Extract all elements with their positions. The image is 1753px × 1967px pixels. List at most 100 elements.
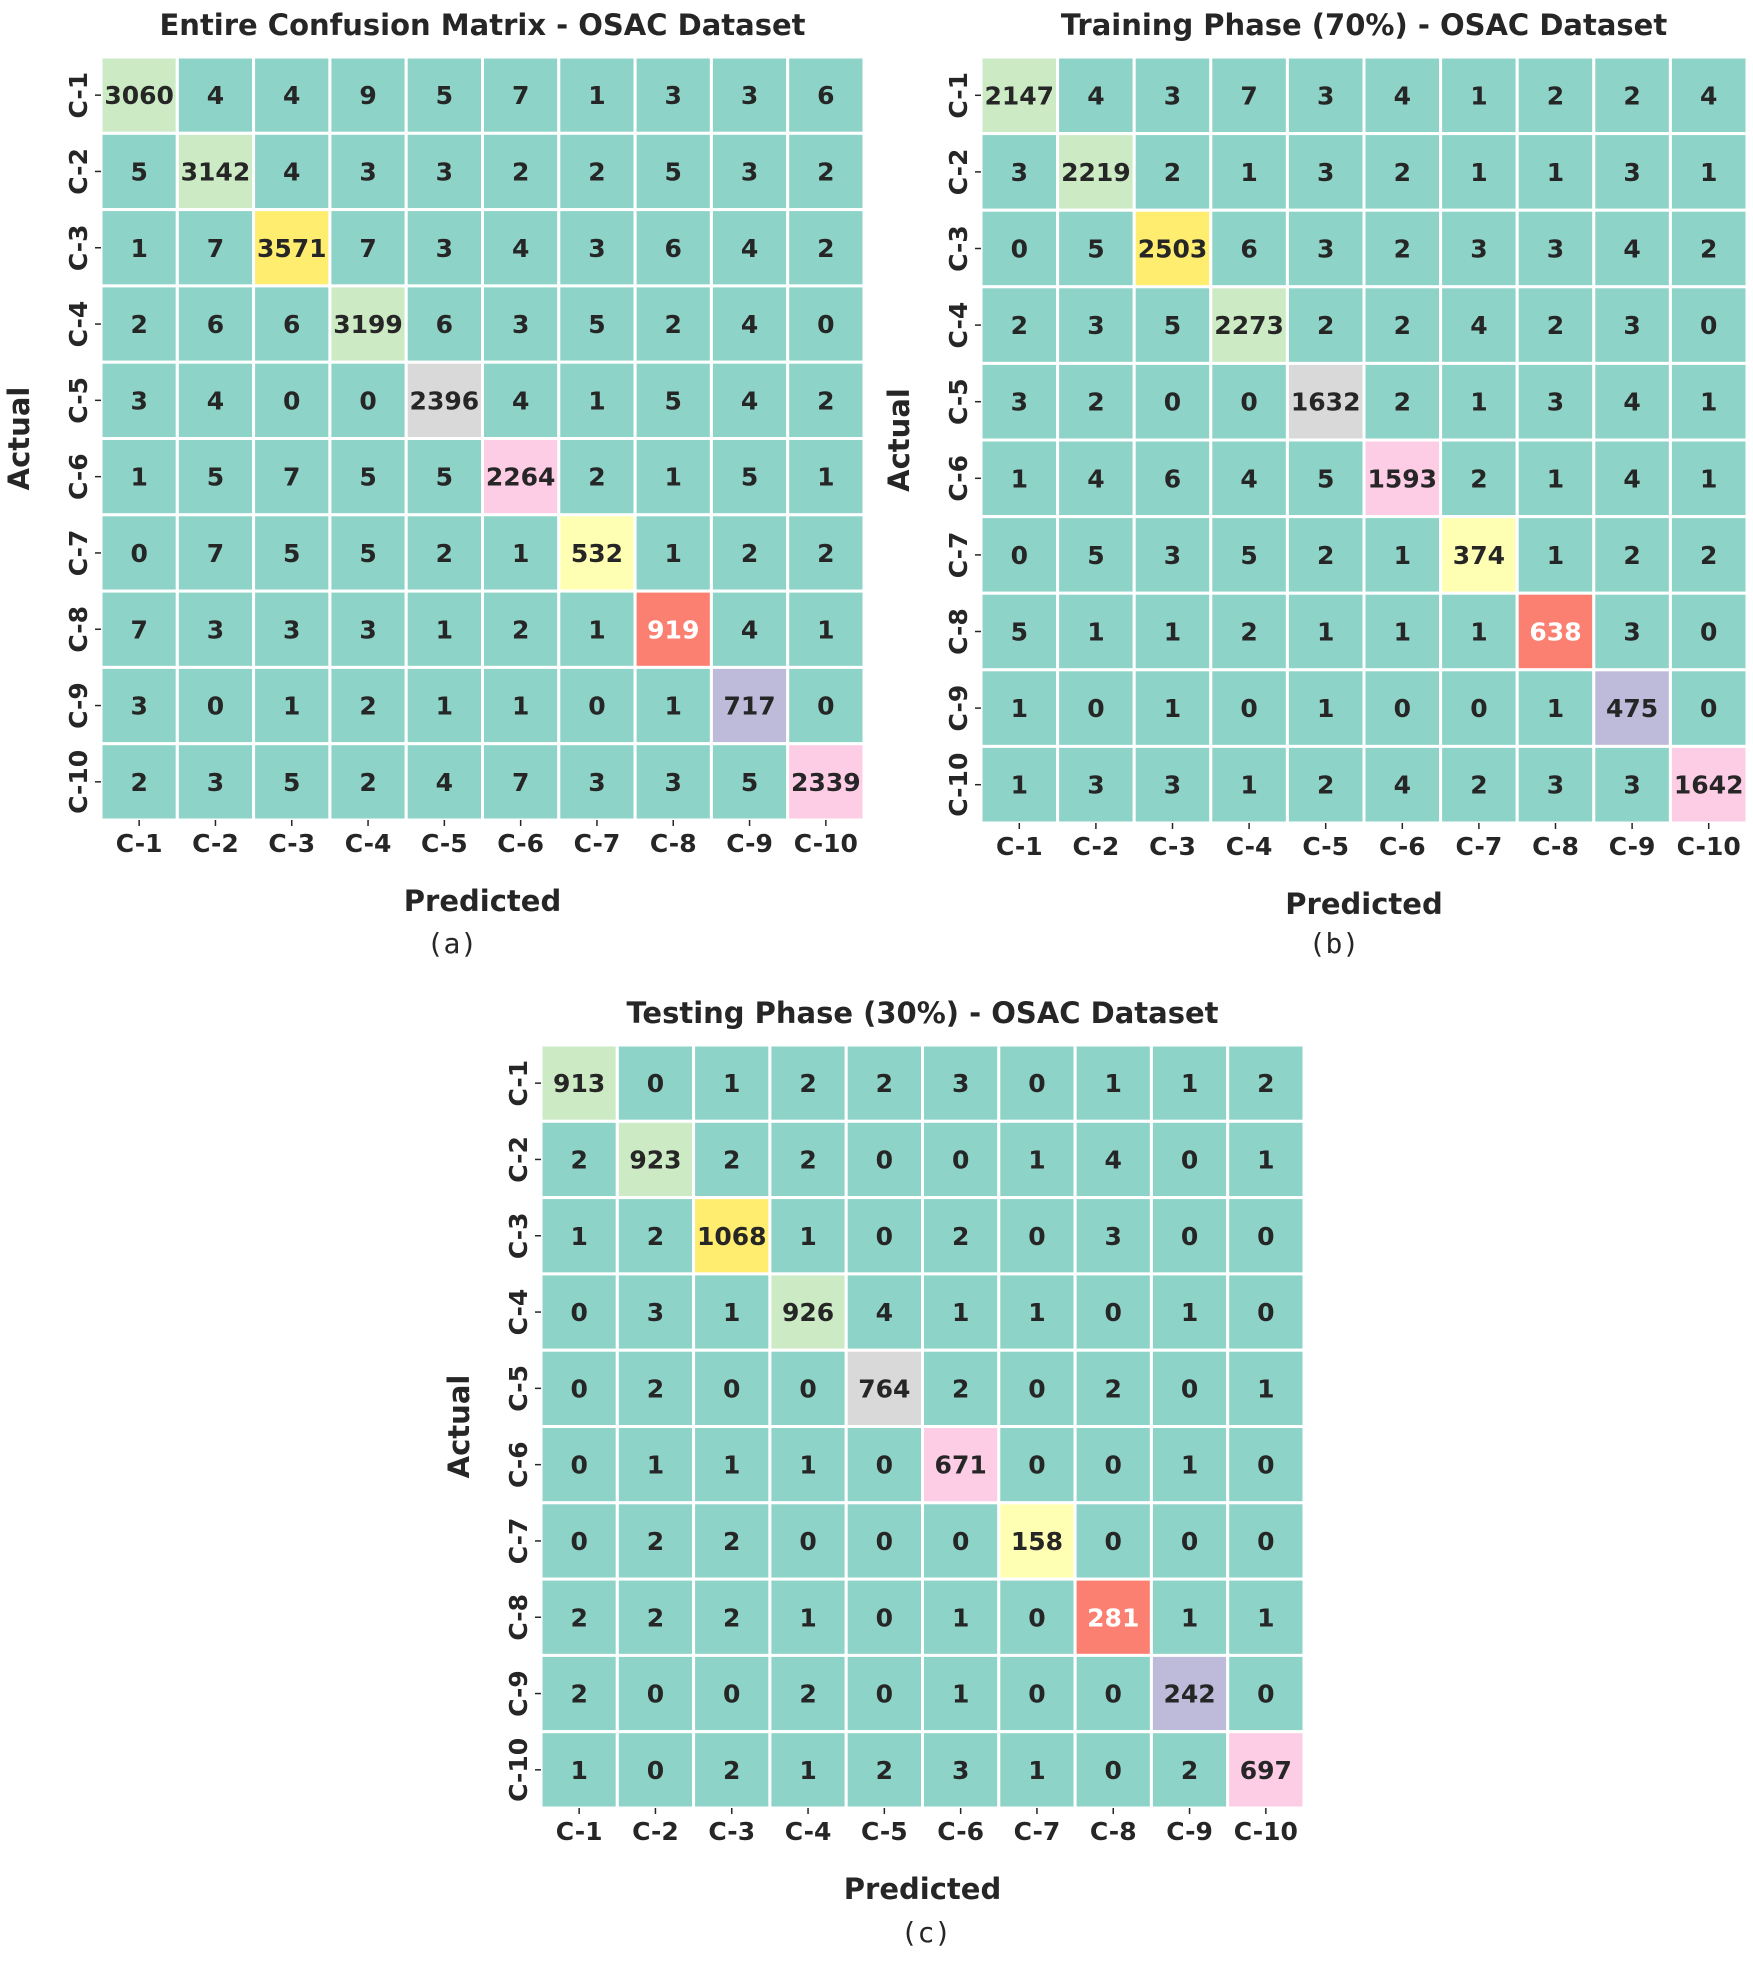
- heatmap-cell: [844, 1043, 925, 1123]
- heatmap-cell: [997, 1119, 1077, 1200]
- cell-value-label: 4: [741, 386, 758, 415]
- cell-value-label: 6: [1164, 464, 1181, 493]
- heatmap-cell: [709, 665, 790, 746]
- cell-value-label: 7: [512, 768, 529, 797]
- cell-value-label: 5: [436, 81, 453, 110]
- heatmap-cell: [615, 1425, 696, 1505]
- cell-value-label: 0: [876, 1680, 893, 1709]
- heatmap-cell: [539, 1043, 619, 1123]
- heatmap-cell: [1226, 1348, 1306, 1428]
- cell-value-label: 7: [283, 463, 300, 492]
- cell-value-label: 4: [283, 81, 300, 110]
- cell-value-label: 1: [799, 1451, 816, 1480]
- cell-value-label: 1: [1547, 158, 1564, 187]
- heatmap-cell: [99, 437, 179, 517]
- cell-value-label: 3: [436, 234, 453, 263]
- cell-value-label: 2: [817, 539, 834, 568]
- heatmap-cell: [615, 1196, 696, 1276]
- heatmap-cell: [1439, 132, 1519, 212]
- cell-value-label: 2: [817, 234, 834, 263]
- cell-value-label: 2: [512, 157, 529, 186]
- cell-value-label: 3: [512, 310, 529, 339]
- cell-value-label: 1: [1700, 464, 1717, 493]
- heatmap-cell: [615, 1730, 696, 1810]
- cell-value-label: 1: [1011, 464, 1028, 493]
- heatmap-cell: [997, 1425, 1077, 1505]
- cell-value-label: 1: [1470, 388, 1487, 417]
- cell-value-label: 1: [130, 463, 147, 492]
- cell-value-label: 3: [1623, 618, 1640, 647]
- cell-value-label: 0: [647, 1069, 664, 1098]
- cell-value-label: 5: [1317, 464, 1334, 493]
- heatmap-cell: [709, 513, 790, 593]
- cell-value-label: 1: [1028, 1145, 1045, 1174]
- heatmap-cell: [1362, 668, 1443, 748]
- cell-value-label: 0: [876, 1451, 893, 1480]
- heatmap-cell: [768, 1730, 848, 1810]
- heatmap-cell: [1132, 668, 1213, 748]
- y-tick-label: C-7: [944, 532, 973, 579]
- cell-value-label: 3: [588, 234, 605, 263]
- y-tick-label: C-2: [944, 149, 973, 196]
- cell-value-label: 1642: [1674, 771, 1744, 800]
- cell-value-label: 4: [1394, 771, 1411, 800]
- cell-value-label: 7: [207, 234, 224, 263]
- heatmap-cell: [481, 55, 561, 135]
- cell-value-label: 3: [1547, 235, 1564, 264]
- heatmap-cell: [404, 437, 485, 517]
- x-tick-label: C-10: [794, 829, 858, 858]
- x-tick-label: C-7: [1456, 832, 1503, 861]
- cell-value-label: 0: [1028, 1069, 1045, 1098]
- cell-value-label: 1: [1317, 618, 1334, 647]
- cell-value-label: 1593: [1368, 464, 1438, 493]
- cell-value-label: 2: [1317, 771, 1334, 800]
- cell-value-label: 2: [665, 310, 682, 339]
- heatmap-cell: [1149, 1196, 1230, 1276]
- cell-value-label: 3: [1164, 541, 1181, 570]
- heatmap-cell: [786, 742, 866, 822]
- cell-value-label: 0: [1257, 1680, 1274, 1709]
- cell-value-label: 2: [817, 386, 834, 415]
- heatmap-cell: [768, 1043, 848, 1123]
- heatmap-cell: [1592, 55, 1672, 136]
- cell-value-label: 2: [1623, 81, 1640, 110]
- cell-value-label: 1: [1240, 771, 1257, 800]
- heatmap-cell: [997, 1196, 1077, 1276]
- cell-value-label: 764: [858, 1374, 910, 1403]
- cell-value-label: 0: [1105, 1756, 1122, 1785]
- y-tick-label: C-5: [504, 1365, 533, 1412]
- cell-value-label: 1: [1547, 694, 1564, 723]
- heatmap-cell: [1285, 208, 1366, 289]
- cell-value-label: 1: [588, 81, 605, 110]
- cell-value-label: 2: [723, 1527, 740, 1556]
- cell-value-label: 2147: [985, 81, 1055, 110]
- cell-value-label: 0: [1011, 541, 1028, 570]
- heatmap-cell: [1668, 285, 1749, 365]
- heatmap-cell: [997, 1653, 1077, 1734]
- heatmap-cell: [844, 1348, 925, 1428]
- y-axis-label: Actual: [2, 387, 36, 491]
- heatmap-cell: [1226, 1196, 1306, 1276]
- cell-value-label: 0: [1181, 1527, 1198, 1556]
- y-tick-label: C-8: [64, 606, 93, 653]
- y-tick-label: C-5: [944, 378, 973, 425]
- cell-value-label: 5: [207, 463, 224, 492]
- y-tick-label: C-3: [64, 224, 93, 271]
- y-tick-label: C-1: [504, 1060, 533, 1107]
- cell-value-label: 7: [1240, 81, 1257, 110]
- cell-value-label: 3: [1547, 388, 1564, 417]
- cell-value-label: 1: [1164, 618, 1181, 647]
- cell-value-label: 1: [1028, 1298, 1045, 1327]
- heatmap-cell: [404, 360, 485, 441]
- cell-value-label: 2: [588, 157, 605, 186]
- heatmap-cell: [252, 208, 332, 288]
- heatmap-cell: [786, 513, 866, 593]
- heatmap-cell: [1226, 1425, 1306, 1505]
- heatmap-cell: [1515, 438, 1596, 519]
- heatmap-cell: [786, 131, 866, 212]
- x-tick-label: C-8: [1090, 1817, 1137, 1846]
- cell-value-label: 0: [1257, 1222, 1274, 1251]
- cell-value-label: 2: [570, 1603, 587, 1632]
- heatmap-cell: [328, 589, 408, 669]
- cell-value-label: 1: [570, 1756, 587, 1785]
